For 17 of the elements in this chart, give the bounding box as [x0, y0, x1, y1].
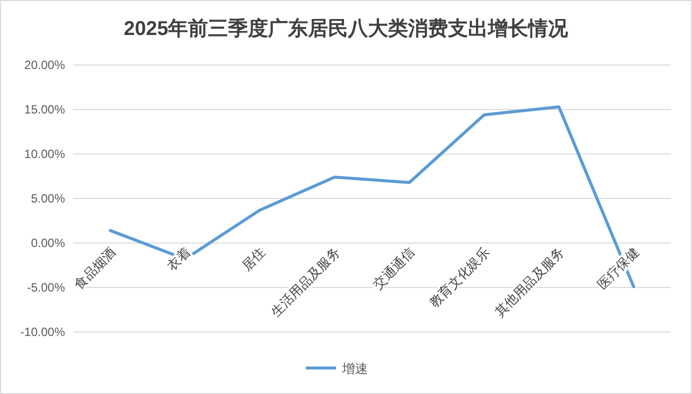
y-tick-label: 20.00%: [24, 58, 66, 72]
x-tick-label: 教育文化娱乐: [426, 244, 492, 310]
y-tick-label: 0.00%: [30, 236, 66, 250]
y-tick-label: 5.00%: [30, 192, 66, 206]
x-tick-label: 衣着: [164, 244, 194, 274]
x-tick-label: 交通通信: [370, 244, 418, 292]
x-tick-label: 居住: [239, 244, 268, 274]
chart-title: 2025年前三季度广东居民八大类消费支出增长情况: [124, 17, 570, 40]
y-tick-label: -5.00%: [26, 280, 66, 294]
x-tick-label: 医疗保健: [594, 244, 642, 292]
y-tick-label: 10.00%: [24, 147, 66, 161]
x-tick-label: 食品烟酒: [71, 244, 118, 292]
legend-label: 增速: [341, 361, 368, 376]
y-tick-label: 15.00%: [24, 102, 66, 116]
y-tick-label: -10.00%: [20, 325, 66, 339]
x-tick-label: 生活用品及服务: [268, 244, 343, 320]
x-tick-label: 其他用品及服务: [492, 244, 567, 320]
